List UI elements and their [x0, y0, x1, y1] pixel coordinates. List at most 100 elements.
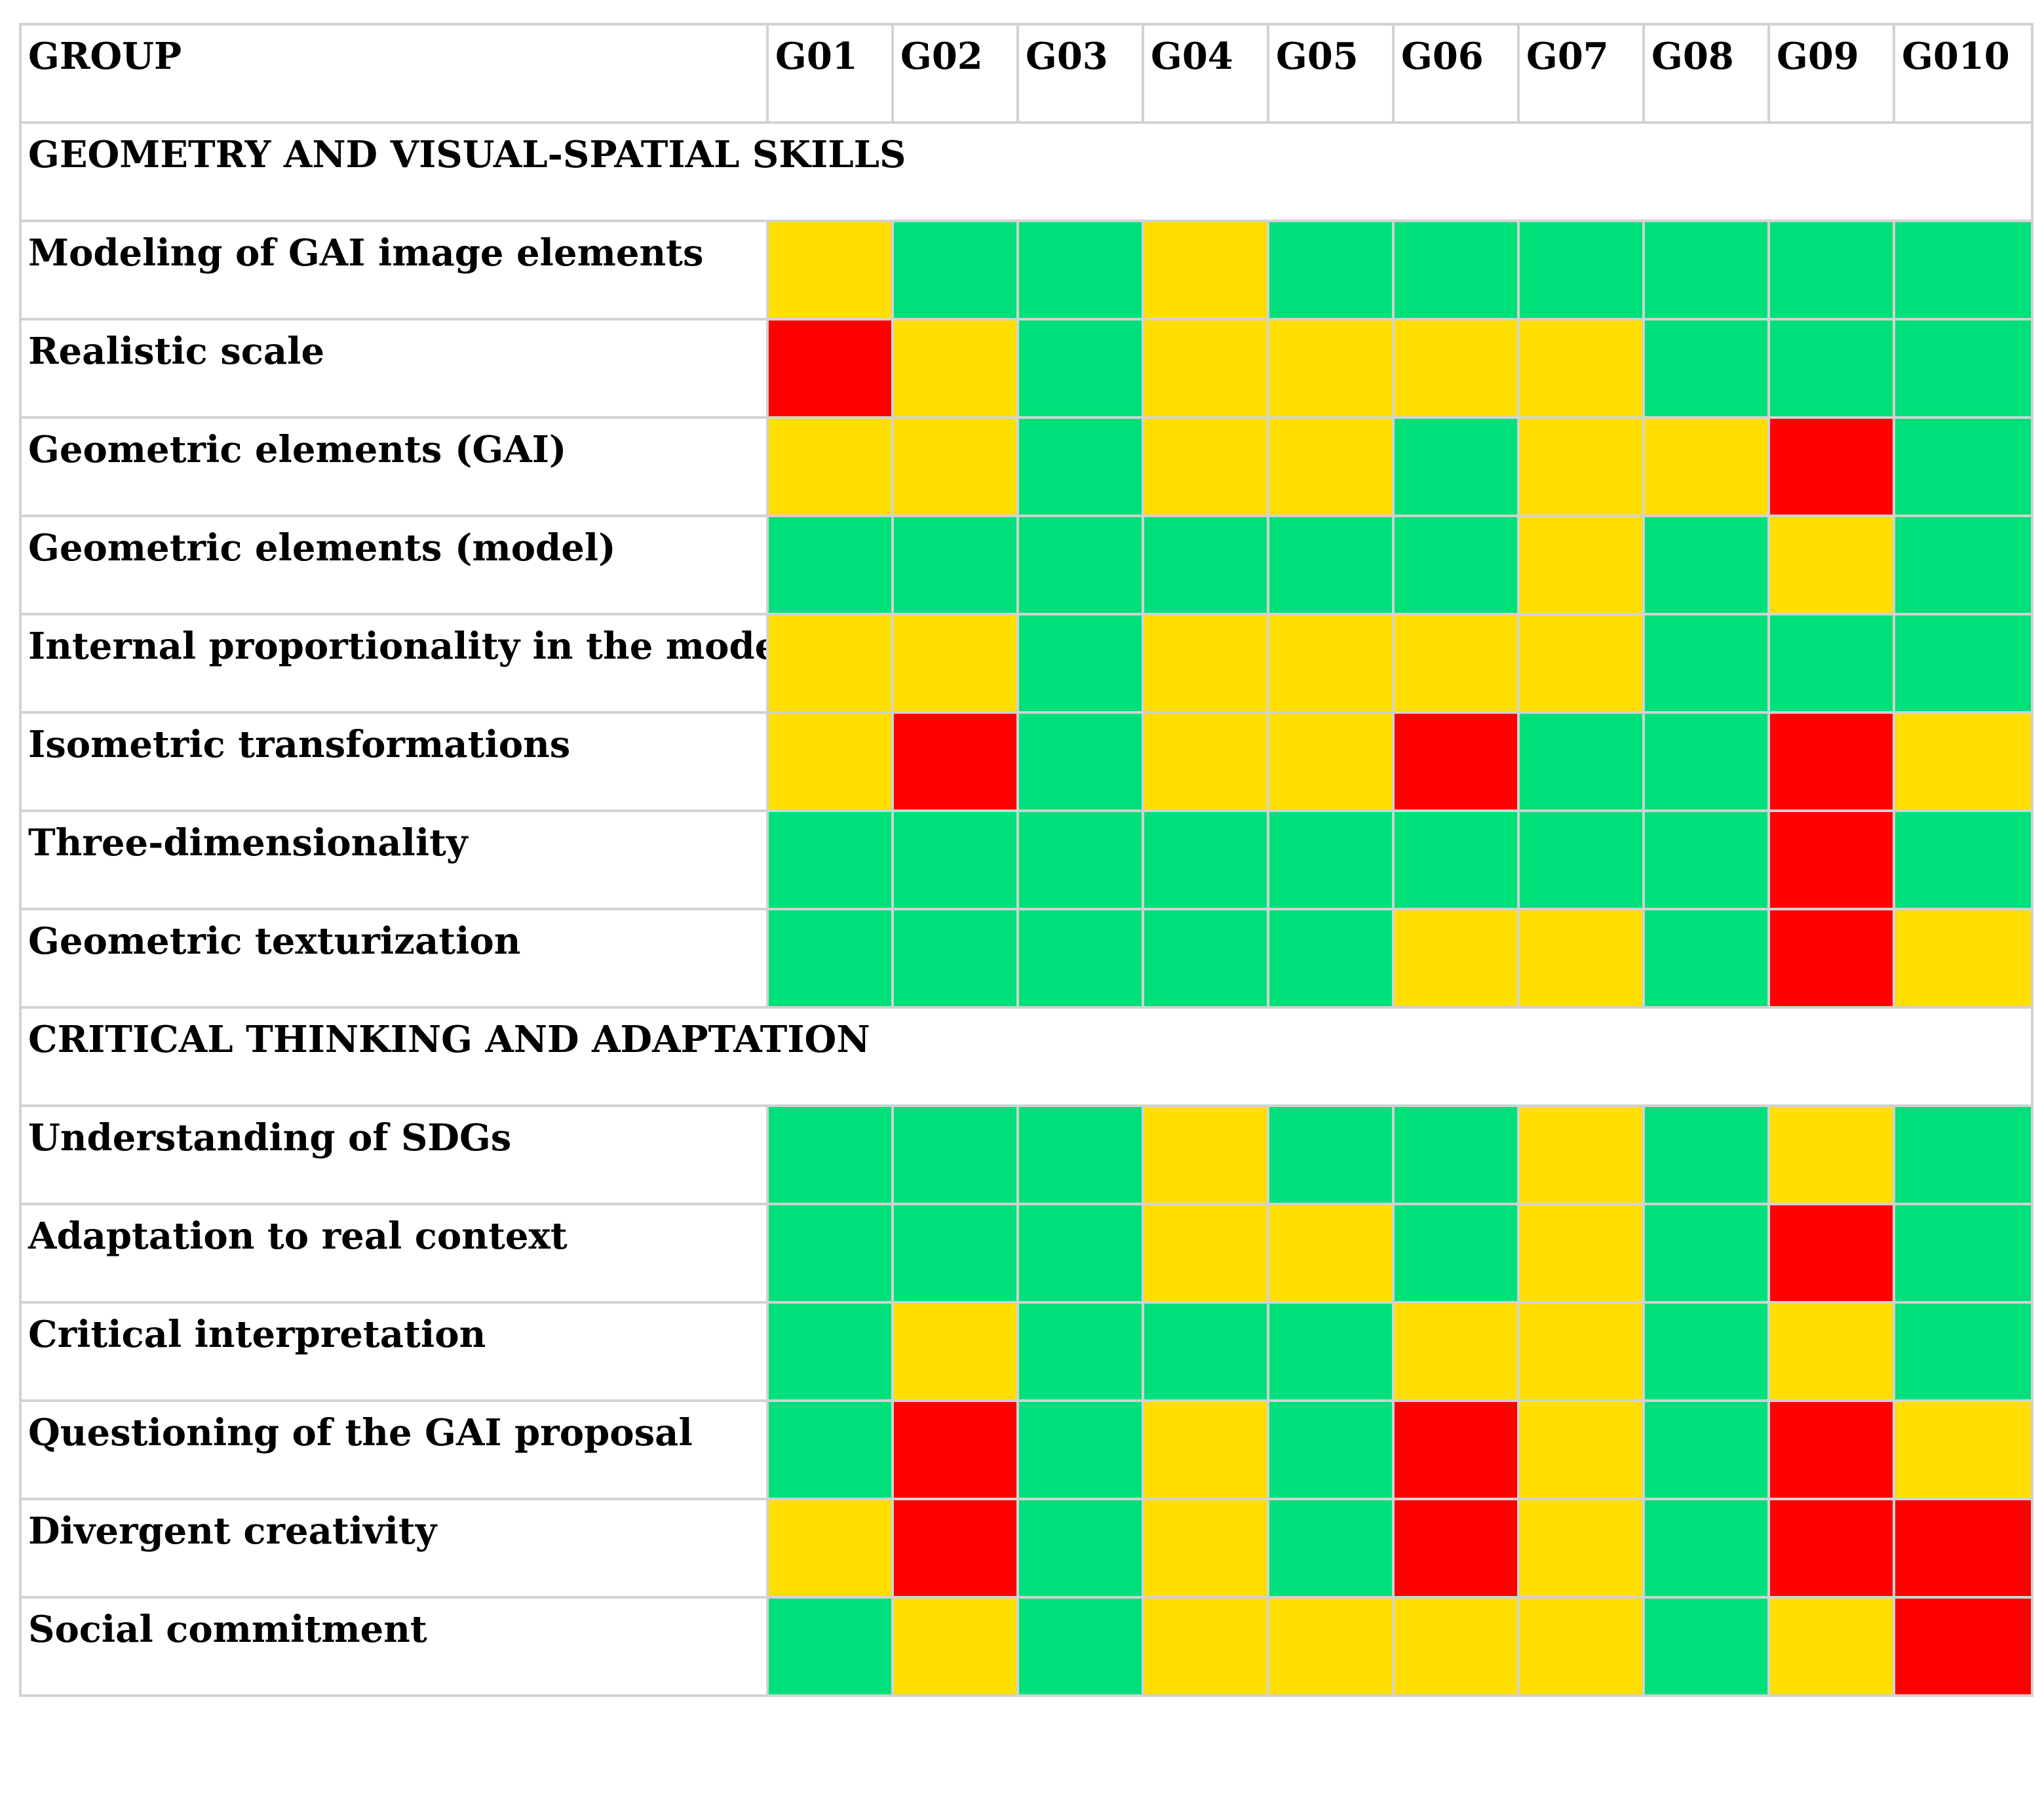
heatmap-cell-yellow	[1767, 1104, 1895, 1205]
heatmap-cell-yellow	[891, 1596, 1019, 1697]
heatmap-cell-red	[1767, 1399, 1895, 1500]
heatmap-cell-yellow	[1767, 515, 1895, 615]
heatmap-cell-green	[1267, 1104, 1395, 1205]
heatmap-cell-yellow	[766, 711, 894, 812]
section-title: CRITICAL THINKING AND ADAPTATION	[19, 1006, 2034, 1107]
heatmap-cell-yellow	[1267, 1203, 1395, 1304]
heatmap-cell-green	[1142, 809, 1269, 910]
row-label: Geometric elements (model)	[19, 515, 769, 615]
row-label: Modeling of GAI image elements	[19, 220, 769, 321]
heatmap-cell-yellow	[1392, 1596, 1520, 1697]
heatmap-cell-yellow	[1767, 1596, 1895, 1697]
heatmap-cell-yellow	[1517, 1301, 1645, 1402]
heatmap-cell-yellow	[1142, 613, 1269, 714]
column-header: G06	[1392, 23, 1520, 124]
heatmap-cell-green	[1893, 809, 2034, 910]
heatmap-cell-yellow	[1517, 1399, 1645, 1500]
heatmap-cell-green	[1267, 515, 1395, 615]
heatmap-cell-green	[1142, 1301, 1269, 1402]
heatmap-cell-green	[1392, 1203, 1520, 1304]
heatmap-cell-yellow	[891, 416, 1019, 517]
heatmap-cell-green	[1016, 613, 1144, 714]
heatmap-cell-red	[1767, 809, 1895, 910]
column-header: G09	[1767, 23, 1895, 124]
heatmap-cell-green	[1893, 318, 2034, 419]
heatmap-cell-green	[1016, 318, 1144, 419]
heatmap-cell-green	[1016, 1203, 1144, 1304]
heatmap-cell-green	[766, 1203, 894, 1304]
heatmap-cell-yellow	[1767, 1301, 1895, 1402]
heatmap-cell-yellow	[1142, 1596, 1269, 1697]
heatmap-cell-green	[1642, 220, 1770, 321]
section-row: GEOMETRY AND VISUAL-SPATIAL SKILLS	[19, 121, 2034, 222]
heatmap-cell-yellow	[891, 1301, 1019, 1402]
heatmap-cell-green	[1642, 1498, 1770, 1599]
heatmap-cell-green	[1642, 318, 1770, 419]
row-label: Realistic scale	[19, 318, 769, 419]
heatmap-cell-green	[1267, 1399, 1395, 1500]
heatmap-cell-yellow	[1267, 318, 1395, 419]
heatmap-cell-green	[1392, 416, 1520, 517]
heatmap-cell-yellow	[1267, 416, 1395, 517]
heatmap-cell-yellow	[1392, 613, 1520, 714]
heatmap-cell-yellow	[1893, 908, 2034, 1009]
heatmap-cell-red	[1392, 1498, 1520, 1599]
heatmap-cell-green	[1016, 908, 1144, 1009]
table-row: Adaptation to real context	[19, 1203, 2034, 1304]
heatmap-cell-yellow	[1642, 416, 1770, 517]
heatmap-cell-green	[1142, 908, 1269, 1009]
table-row: Geometric texturization	[19, 908, 2034, 1009]
heatmap-cell-yellow	[1142, 1498, 1269, 1599]
heatmap-cell-yellow	[766, 1498, 894, 1599]
heatmap-cell-red	[891, 1399, 1019, 1500]
heatmap-cell-red	[1767, 1203, 1895, 1304]
heatmap-cell-yellow	[1517, 1498, 1645, 1599]
row-label: Critical interpretation	[19, 1301, 769, 1402]
table-row: Realistic scale	[19, 318, 2034, 419]
heatmap-cell-yellow	[1142, 1203, 1269, 1304]
table-row: Geometric elements (model)	[19, 515, 2034, 615]
table-row: Critical interpretation	[19, 1301, 2034, 1402]
heatmap-cell-green	[1016, 416, 1144, 517]
heatmap-cell-green	[891, 515, 1019, 615]
heatmap-cell-green	[766, 809, 894, 910]
heatmap-cell-green	[1392, 220, 1520, 321]
heatmap-cell-yellow	[1392, 1301, 1520, 1402]
heatmap-cell-red	[1767, 711, 1895, 812]
heatmap-cell-green	[1267, 220, 1395, 321]
heatmap-cell-red	[1392, 1399, 1520, 1500]
heatmap-cell-yellow	[1893, 711, 2034, 812]
row-label: Questioning of the GAI proposal	[19, 1399, 769, 1500]
heatmap-cell-yellow	[1267, 711, 1395, 812]
heatmap-cell-yellow	[1517, 1203, 1645, 1304]
heatmap-cell-yellow	[891, 318, 1019, 419]
heatmap-cell-green	[1893, 515, 2034, 615]
row-label: Adaptation to real context	[19, 1203, 769, 1304]
heatmap-cell-green	[766, 515, 894, 615]
heatmap-cell-green	[1642, 711, 1770, 812]
heatmap-cell-green	[1267, 1498, 1395, 1599]
column-header: G010	[1893, 23, 2034, 124]
heatmap-cell-green	[891, 809, 1019, 910]
heatmap-cell-yellow	[1267, 613, 1395, 714]
header-row: GROUP G01 G02 G03 G04 G05 G06 G07 G08 G09 G010	[19, 23, 2034, 124]
column-header: G07	[1517, 23, 1645, 124]
competency-heatmap-table: GROUP G01 G02 G03 G04 G05 G06 G07 G08 G09 G010 GEOM…	[19, 23, 2034, 1697]
heatmap-cell-green	[1642, 515, 1770, 615]
heatmap-cell-green	[1767, 613, 1895, 714]
heatmap-cell-green	[1016, 711, 1144, 812]
heatmap-cell-yellow	[1893, 1399, 2034, 1500]
heatmap-cell-yellow	[1267, 1596, 1395, 1697]
column-header: G08	[1642, 23, 1770, 124]
table-row: Social commitment	[19, 1596, 2034, 1697]
heatmap-cell-yellow	[1392, 318, 1520, 419]
heatmap-cell-green	[1642, 809, 1770, 910]
heatmap-cell-green	[1642, 1399, 1770, 1500]
heatmap-cell-yellow	[766, 220, 894, 321]
heatmap-cell-green	[1016, 220, 1144, 321]
row-label: Three-dimensionality	[19, 809, 769, 910]
heatmap-cell-green	[1392, 515, 1520, 615]
heatmap-cell-green	[1016, 1301, 1144, 1402]
heatmap-cell-green	[891, 1104, 1019, 1205]
table-row: Questioning of the GAI proposal	[19, 1399, 2034, 1500]
